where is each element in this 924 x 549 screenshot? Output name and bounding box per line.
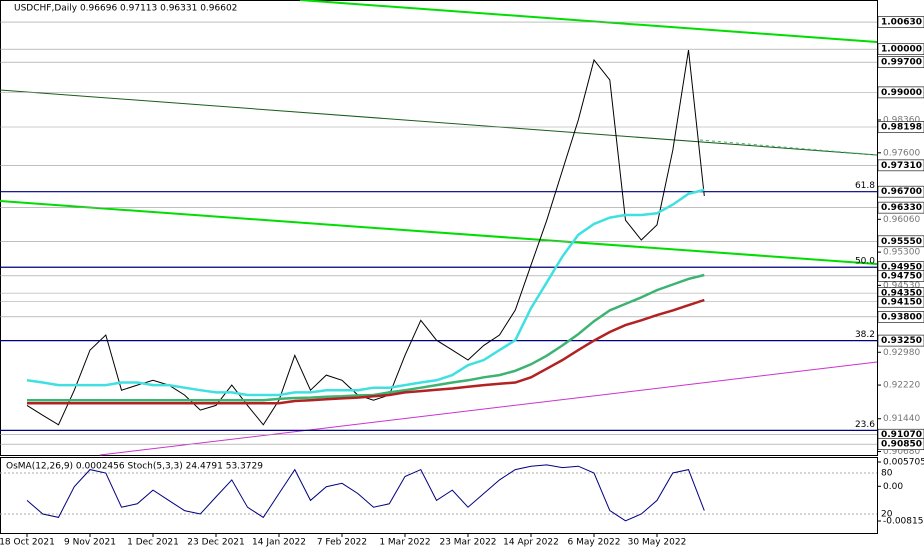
level-box bbox=[877, 86, 924, 99]
y2-tick-label: 0.0057055 bbox=[883, 458, 924, 468]
series-line bbox=[27, 298, 705, 405]
x-tick-label: 7 Feb 2022 bbox=[317, 538, 367, 548]
y-tick-label: 0.97600 bbox=[883, 148, 920, 158]
level-label: 0.95550 bbox=[881, 237, 922, 247]
fib-label: 38.2 bbox=[855, 330, 875, 340]
x-tick-label: 1 Dec 2021 bbox=[127, 538, 179, 548]
level-box bbox=[877, 438, 924, 451]
fib-label: 50.0 bbox=[855, 257, 875, 267]
trend-line bbox=[0, 89, 878, 156]
level-box bbox=[877, 295, 924, 308]
y-tick-label: 0.92980 bbox=[883, 348, 920, 358]
y-tick-label: 20 bbox=[881, 510, 893, 520]
sub-title: OsMA(12,26,9) 0.0002456 Stoch(5,3,3) 24.… bbox=[6, 462, 263, 472]
series-line bbox=[26, 188, 705, 397]
level-box bbox=[877, 121, 924, 133]
channel-line bbox=[0, 200, 878, 265]
level-box bbox=[877, 270, 924, 282]
support-line bbox=[99, 361, 878, 456]
level-box bbox=[877, 56, 924, 68]
level-box bbox=[877, 185, 924, 198]
x-tick-label: 1 Mar 2022 bbox=[379, 538, 430, 548]
level-label: 0.96330 bbox=[881, 203, 922, 213]
level-box bbox=[877, 43, 924, 56]
x-tick-label: 14 Jan 2022 bbox=[252, 538, 306, 548]
level-label: 0.99700 bbox=[881, 58, 922, 68]
level-box bbox=[877, 201, 924, 214]
y-tick-label: 80 bbox=[881, 469, 893, 479]
y-tick-label: 0.91440 bbox=[883, 414, 920, 424]
level-label: 0.90850 bbox=[881, 440, 922, 450]
level-label: 0.97310 bbox=[881, 161, 922, 171]
x-tick-label: 30 May 2022 bbox=[628, 538, 687, 548]
y2-tick-label: -0.008152 bbox=[883, 517, 924, 527]
x-tick-label: 23 Mar 2022 bbox=[439, 538, 496, 548]
y2-tick-label: 0.00 bbox=[883, 482, 903, 492]
channel-line bbox=[299, 0, 878, 43]
y-tick-label: 0.94530 bbox=[883, 281, 920, 291]
x-tick-label: 18 Oct 2021 bbox=[0, 538, 55, 548]
chart-title: USDCHF,Daily 0.96696 0.97113 0.96331 0.9… bbox=[14, 4, 237, 14]
level-box bbox=[877, 334, 924, 347]
level-box bbox=[877, 235, 924, 248]
y-tick-label: 0.98360 bbox=[883, 116, 920, 126]
level-box bbox=[877, 159, 924, 172]
x-tick-label: 9 Nov 2021 bbox=[64, 538, 116, 548]
level-label: 0.99000 bbox=[881, 88, 922, 98]
x-tick-label: 14 Apr 2022 bbox=[503, 538, 559, 548]
y-tick-label: 0.95300 bbox=[883, 248, 920, 258]
series-line bbox=[26, 464, 705, 522]
level-label: 0.93250 bbox=[881, 336, 922, 346]
x-tick-label: 23 Dec 2021 bbox=[187, 538, 245, 548]
level-box bbox=[877, 311, 924, 323]
fib-label: 23.6 bbox=[855, 420, 875, 430]
y-tick-label: 0.90680 bbox=[883, 447, 920, 457]
level-label: 0.98198 bbox=[881, 123, 922, 133]
level-label: 1.00000 bbox=[881, 45, 922, 55]
series-line bbox=[27, 273, 705, 402]
level-label: 0.94750 bbox=[881, 271, 922, 281]
y-tick-label: 0.92220 bbox=[883, 381, 920, 391]
level-label: 0.94350 bbox=[881, 289, 922, 299]
fib-label: 61.8 bbox=[855, 181, 875, 191]
level-label: 0.93800 bbox=[881, 312, 922, 322]
level-box bbox=[877, 16, 924, 28]
level-label: 1.00630 bbox=[881, 18, 922, 28]
y-tick-label: 0.96060 bbox=[883, 215, 920, 225]
level-label: 0.94950 bbox=[881, 263, 922, 273]
level-label: 0.96700 bbox=[881, 187, 922, 197]
level-label: 0.91070 bbox=[881, 430, 922, 440]
x-tick-label: 6 May 2022 bbox=[568, 538, 621, 548]
level-label: 0.94150 bbox=[881, 297, 922, 307]
